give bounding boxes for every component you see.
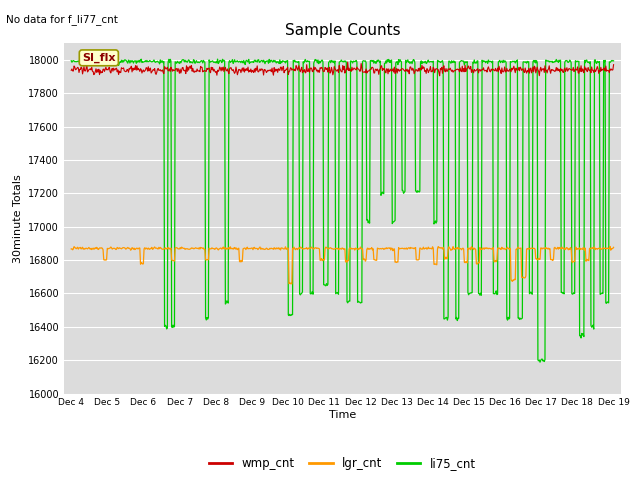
Y-axis label: 30minute Totals: 30minute Totals [13, 174, 22, 263]
Text: SI_flx: SI_flx [82, 53, 116, 63]
X-axis label: Time: Time [329, 410, 356, 420]
Legend: wmp_cnt, lgr_cnt, li75_cnt: wmp_cnt, lgr_cnt, li75_cnt [204, 452, 481, 475]
Text: No data for f_li77_cnt: No data for f_li77_cnt [6, 14, 118, 25]
Title: Sample Counts: Sample Counts [285, 23, 400, 38]
